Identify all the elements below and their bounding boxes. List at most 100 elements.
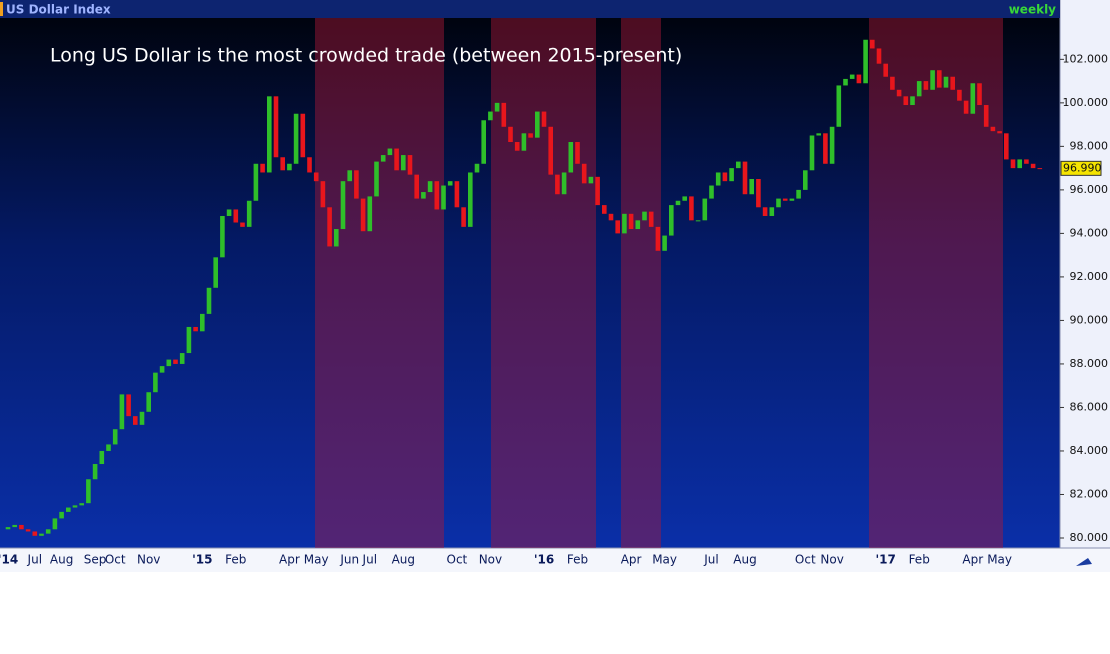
- candle-body: [293, 113, 299, 164]
- candle-body: [937, 70, 942, 88]
- candle-body: [300, 113, 306, 158]
- y-tick-label: 90.000: [1070, 313, 1109, 326]
- corner-icon: [1076, 558, 1092, 566]
- candle-body: [729, 168, 734, 182]
- y-tick-label: 92.000: [1070, 270, 1109, 283]
- candle-body: [695, 220, 701, 222]
- candle-body: [896, 89, 902, 97]
- candle-body: [133, 416, 138, 425]
- candle-body: [193, 326, 198, 332]
- candle-body: [166, 359, 172, 367]
- candle-body: [588, 176, 594, 184]
- candle-body: [421, 192, 426, 199]
- x-tick-label: '15: [192, 553, 212, 567]
- candle-body: [669, 205, 674, 236]
- y-tick-label: 82.000: [1070, 487, 1109, 500]
- candle-body: [628, 213, 634, 230]
- x-tick-label: Nov: [479, 553, 502, 567]
- candle-body: [883, 63, 888, 77]
- candle-body: [267, 96, 272, 173]
- candle-body: [1024, 159, 1029, 164]
- candle-body: [829, 126, 835, 164]
- candle-body: [179, 353, 185, 364]
- candle-body: [769, 207, 775, 216]
- shaded-band: [869, 10, 1003, 548]
- candle-body: [876, 48, 882, 64]
- candle-body: [106, 444, 111, 451]
- y-tick-label: 84.000: [1070, 444, 1109, 457]
- candle-body: [702, 198, 708, 221]
- candle-body: [950, 76, 955, 90]
- x-axis-strip: [0, 548, 1110, 572]
- y-axis-strip: [1060, 0, 1110, 548]
- candle-body: [320, 181, 326, 208]
- candle-body: [126, 394, 131, 417]
- candle-body: [488, 111, 493, 121]
- candle-body: [414, 174, 419, 199]
- candle-body: [226, 209, 232, 216]
- x-tick-label: '17: [876, 553, 896, 567]
- candle-body: [407, 155, 413, 175]
- candle-body: [662, 235, 667, 251]
- candle-body: [870, 39, 875, 49]
- candle-body: [1010, 159, 1016, 169]
- candle-body: [1030, 163, 1036, 169]
- candle-body: [474, 163, 480, 173]
- y-tick-label: 102.000: [1063, 52, 1109, 65]
- x-tick-label: Nov: [137, 553, 160, 567]
- candle-body: [72, 505, 78, 508]
- candle-body: [233, 209, 239, 223]
- x-tick-label: Feb: [909, 553, 930, 567]
- candle-body: [983, 105, 989, 127]
- x-tick-label: Jun: [339, 553, 359, 567]
- x-tick-label: May: [304, 553, 329, 567]
- y-tick-label: 96.000: [1070, 183, 1109, 196]
- x-tick-label: Apr: [621, 553, 642, 567]
- y-tick-label: 86.000: [1070, 400, 1109, 413]
- candle-body: [581, 163, 587, 184]
- y-tick-label: 80.000: [1070, 531, 1109, 544]
- candle-body: [59, 511, 64, 519]
- candles: [5, 39, 1043, 536]
- candle-body: [454, 181, 460, 208]
- x-tick-label: Aug: [50, 553, 73, 567]
- x-tick-label: Apr: [279, 553, 300, 567]
- candle-body: [401, 155, 406, 171]
- candle-body: [481, 120, 486, 164]
- candle-body: [260, 163, 265, 173]
- interval-label: weekly: [1009, 3, 1056, 17]
- candle-body: [494, 102, 500, 112]
- candle-body: [434, 181, 440, 210]
- candle-body: [568, 142, 574, 173]
- candle-body: [153, 372, 158, 393]
- candle-body: [66, 507, 71, 512]
- candle-body: [736, 161, 741, 169]
- candle-body: [863, 39, 868, 84]
- candle-body: [836, 85, 842, 127]
- candle-body: [555, 174, 560, 195]
- candle-body: [756, 179, 761, 208]
- candle-body: [313, 172, 319, 182]
- candle-body: [441, 185, 446, 210]
- candle-body: [635, 220, 641, 230]
- candle-body: [809, 135, 815, 171]
- candle-body: [86, 479, 91, 504]
- candle-body: [12, 524, 17, 528]
- candle-body: [514, 142, 520, 151]
- x-tick-label: Jul: [362, 553, 377, 567]
- candle-body: [32, 531, 38, 536]
- candle-body: [997, 131, 1002, 134]
- candle-body: [749, 179, 754, 195]
- last-price-box: [1060, 160, 1102, 176]
- candle-body: [823, 133, 828, 164]
- candle-body: [253, 163, 259, 201]
- y-tick-label: 94.000: [1070, 226, 1109, 239]
- candle-body: [682, 196, 687, 201]
- candle-body: [548, 126, 553, 175]
- candle-body: [762, 207, 768, 216]
- x-tick-label: Jul: [27, 553, 42, 567]
- candle-body: [990, 126, 996, 132]
- candle-body: [99, 450, 105, 465]
- x-tick-label: Aug: [392, 553, 415, 567]
- candle-body: [206, 287, 212, 314]
